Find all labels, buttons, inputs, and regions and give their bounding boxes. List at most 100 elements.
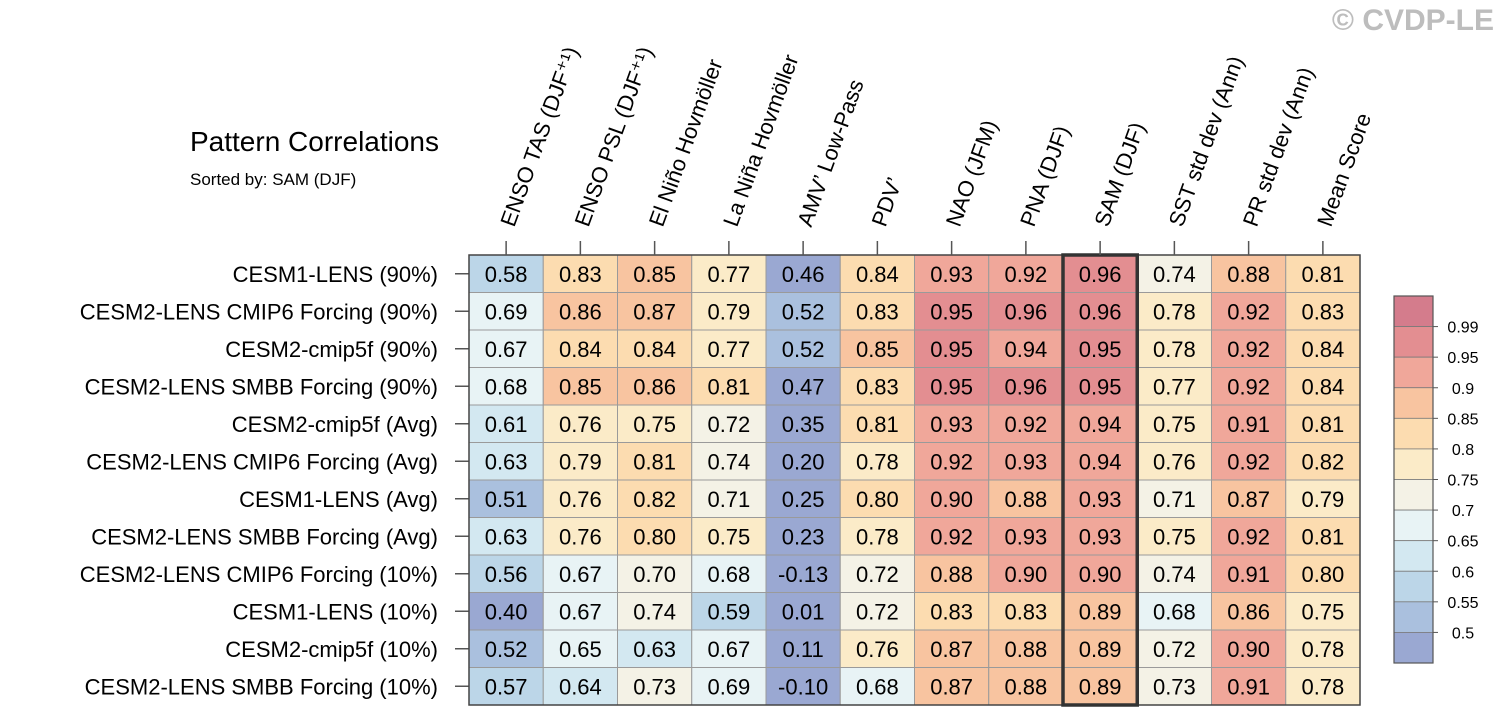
cell-value: 0.96 bbox=[1079, 262, 1122, 287]
cell-value: 0.84 bbox=[1301, 374, 1344, 399]
column-label: El Niño Hovmöller bbox=[644, 56, 728, 230]
heatmap-cell bbox=[914, 292, 990, 331]
cell-value: 0.67 bbox=[485, 337, 528, 362]
heatmap-cell bbox=[839, 554, 915, 593]
heatmap-cell bbox=[1062, 292, 1138, 331]
cell-value: 0.84 bbox=[559, 337, 602, 362]
heatmap-cell bbox=[839, 404, 915, 443]
cell-value: 0.71 bbox=[707, 487, 750, 512]
cell-value: 0.96 bbox=[1079, 299, 1122, 324]
heatmap-cell bbox=[988, 329, 1064, 368]
cell-value: 0.90 bbox=[930, 487, 973, 512]
cell-value: 0.78 bbox=[1153, 337, 1196, 362]
cell-value: 0.68 bbox=[485, 374, 528, 399]
heatmap-cell bbox=[1062, 554, 1138, 593]
cell-value: 0.87 bbox=[930, 674, 973, 699]
heatmap-border bbox=[468, 254, 1361, 706]
cell-value: 0.63 bbox=[485, 524, 528, 549]
cell-value: 0.77 bbox=[707, 337, 750, 362]
colorbar-label: 0.75 bbox=[1447, 473, 1478, 490]
heatmap-cell bbox=[617, 329, 693, 368]
cell-value: 0.87 bbox=[930, 637, 973, 662]
column-label: SST std dev (Ann) bbox=[1164, 53, 1249, 230]
cell-value: 0.81 bbox=[707, 374, 750, 399]
cell-value: 0.67 bbox=[559, 599, 602, 624]
column-label: PNA (DJF) bbox=[1015, 122, 1074, 229]
heatmap-cell bbox=[691, 629, 767, 668]
heatmap-cell bbox=[1211, 442, 1287, 481]
heatmap-cell bbox=[988, 292, 1064, 331]
cell-value: 0.81 bbox=[633, 449, 676, 474]
heatmap-cell bbox=[839, 592, 915, 631]
cell-value: 0.93 bbox=[1079, 487, 1122, 512]
heatmap-cell bbox=[468, 479, 544, 518]
heatmap-cell bbox=[988, 254, 1064, 293]
cell-value: 0.81 bbox=[1301, 412, 1344, 437]
cell-value: 0.93 bbox=[930, 262, 973, 287]
cell-value: 0.86 bbox=[559, 299, 602, 324]
heatmap-cell bbox=[617, 367, 693, 406]
cell-value: 0.01 bbox=[782, 599, 825, 624]
cell-value: 0.63 bbox=[633, 637, 676, 662]
heatmap-cell bbox=[691, 329, 767, 368]
heatmap-cell bbox=[617, 292, 693, 331]
cell-value: 0.75 bbox=[707, 524, 750, 549]
colorbar-label: 0.85 bbox=[1447, 411, 1478, 428]
cell-value: 0.88 bbox=[1004, 487, 1047, 512]
heatmap-cell bbox=[542, 667, 618, 706]
cell-value: 0.78 bbox=[1301, 674, 1344, 699]
heatmap-cell bbox=[765, 404, 841, 443]
heatmap-cell bbox=[1285, 367, 1361, 406]
cell-value: 0.52 bbox=[485, 637, 528, 662]
heatmap-cell bbox=[839, 329, 915, 368]
heatmap-cell bbox=[617, 442, 693, 481]
colorbar-segment bbox=[1393, 326, 1434, 358]
heatmap-cell bbox=[542, 479, 618, 518]
cell-value: 0.64 bbox=[559, 674, 602, 699]
cell-value: 0.67 bbox=[559, 562, 602, 587]
cell-value: 0.76 bbox=[559, 487, 602, 512]
cell-value: 0.77 bbox=[707, 262, 750, 287]
cell-value: 0.94 bbox=[1079, 449, 1122, 474]
heatmap-cell bbox=[765, 479, 841, 518]
row-label: CESM2-cmip5f (90%) bbox=[225, 337, 438, 362]
heatmap-cell bbox=[617, 629, 693, 668]
column-label: PDV’ bbox=[867, 174, 908, 230]
heatmap-cell bbox=[617, 479, 693, 518]
cell-value: 0.82 bbox=[1301, 449, 1344, 474]
colorbar-segment bbox=[1393, 417, 1434, 450]
heatmap-cell bbox=[1136, 629, 1212, 668]
cell-value: 0.93 bbox=[930, 412, 973, 437]
heatmap-cell bbox=[988, 479, 1064, 518]
cell-value: 0.84 bbox=[633, 337, 676, 362]
colorbar-segment bbox=[1393, 540, 1434, 572]
cell-value: 0.95 bbox=[930, 299, 973, 324]
cell-value: 0.76 bbox=[1153, 449, 1196, 474]
row-label: CESM1-LENS (Avg) bbox=[239, 487, 438, 512]
column-label: La Niña Hovmöller bbox=[718, 51, 803, 230]
cell-value: 0.76 bbox=[559, 524, 602, 549]
cell-value: 0.87 bbox=[1227, 487, 1270, 512]
heatmap-cell bbox=[542, 367, 618, 406]
heatmap-cell bbox=[839, 667, 915, 706]
cell-value: 0.52 bbox=[782, 299, 825, 324]
column-label: Mean Score bbox=[1312, 110, 1376, 230]
cell-value: -0.10 bbox=[778, 674, 828, 699]
cell-value: 0.71 bbox=[1153, 487, 1196, 512]
colorbar-segment bbox=[1393, 632, 1434, 664]
heatmap-cell bbox=[988, 404, 1064, 443]
heatmap-cell bbox=[839, 442, 915, 481]
cell-value: 0.78 bbox=[1153, 299, 1196, 324]
heatmap-cell bbox=[839, 367, 915, 406]
cell-value: 0.88 bbox=[930, 562, 973, 587]
cell-value: 0.74 bbox=[1153, 262, 1196, 287]
cell-value: 0.95 bbox=[1079, 337, 1122, 362]
cell-value: 0.93 bbox=[1079, 524, 1122, 549]
cell-value: 0.94 bbox=[1079, 412, 1122, 437]
cell-value: 0.89 bbox=[1079, 637, 1122, 662]
cell-value: 0.69 bbox=[707, 674, 750, 699]
cell-value: 0.11 bbox=[783, 637, 824, 662]
cell-value: 0.87 bbox=[633, 299, 676, 324]
heatmap-cell bbox=[988, 667, 1064, 706]
